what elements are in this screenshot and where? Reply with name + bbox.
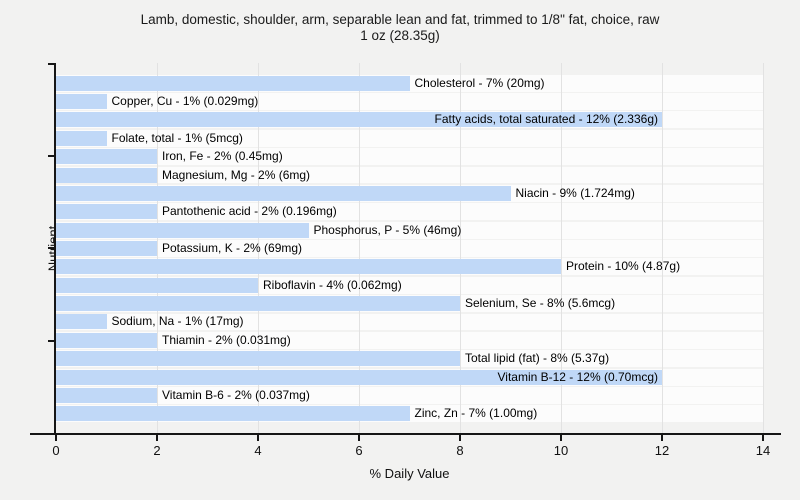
- row-band: [56, 331, 763, 349]
- x-axis-line: [30, 433, 781, 435]
- y-axis-line: [54, 63, 56, 435]
- chart-title-line2: 1 oz (28.35g): [360, 28, 440, 43]
- bar: [56, 332, 157, 348]
- bar: [56, 259, 561, 275]
- gridline: [661, 63, 663, 433]
- row-band: [56, 313, 763, 331]
- plot-area: % Daily Value 0 2 4 6 8 10 12 14 Cholesterol - 7…: [30, 63, 781, 481]
- chart-title-line1: Lamb, domestic, shoulder, arm, separable…: [140, 12, 660, 27]
- bar: [56, 406, 410, 422]
- bar: [56, 296, 460, 312]
- x-tick: [762, 435, 764, 441]
- row-band: [56, 387, 763, 404]
- bar: [56, 222, 309, 238]
- gridline: [156, 63, 158, 433]
- bar-label: Vitamin B-12 - 12% (0.70mcg): [497, 369, 658, 384]
- bar: [56, 277, 258, 293]
- bar: [56, 387, 157, 403]
- bar-label: Selenium, Se - 8% (5.6mcg): [465, 296, 616, 311]
- bar: [56, 314, 107, 330]
- bar-label: Vitamin B-6 - 2% (0.037mg): [162, 387, 310, 402]
- x-tick-label: 14: [755, 443, 771, 458]
- bar-label: Protein - 10% (4.87g): [566, 259, 681, 274]
- bar-label: Folate, total - 1% (5mcg): [111, 130, 243, 145]
- bar: [56, 130, 107, 146]
- gridline: [459, 63, 461, 433]
- bar-label: Fatty acids, total saturated - 12% (2.33…: [434, 112, 658, 127]
- gridline: [358, 63, 360, 433]
- x-tick: [257, 435, 259, 441]
- chart-title: Lamb, domestic, shoulder, arm, separable…: [0, 12, 800, 44]
- y-tick: [48, 339, 54, 342]
- bar: [56, 94, 107, 110]
- bar-label: Sodium, Na - 1% (17mg): [111, 314, 244, 329]
- x-tick: [661, 435, 663, 441]
- bar-label: Cholesterol - 7% (20mg): [414, 75, 545, 90]
- bar-label: Iron, Fe - 2% (0.45mg): [162, 149, 283, 164]
- x-tick: [55, 435, 57, 441]
- bar-label: Zinc, Zn - 7% (1.00mg): [414, 406, 538, 421]
- row-band: [56, 240, 763, 257]
- bar-label: Thiamin - 2% (0.031mg): [162, 332, 291, 347]
- x-axis-title: % Daily Value: [369, 466, 450, 481]
- x-tick-label: 2: [153, 443, 161, 458]
- row-band: [56, 166, 763, 184]
- row-band: [56, 148, 763, 166]
- row-band: [56, 129, 763, 147]
- x-tick-label: 0: [52, 443, 60, 458]
- bar-label: Magnesium, Mg - 2% (6mg): [162, 167, 311, 182]
- x-tick: [560, 435, 562, 441]
- x-tick-label: 6: [355, 443, 363, 458]
- bar-label: Pantothenic acid - 2% (0.196mg): [162, 204, 337, 219]
- x-tick: [459, 435, 461, 441]
- bar-label: Total lipid (fat) - 8% (5.37g): [465, 351, 610, 366]
- bar: [56, 75, 410, 91]
- row-band: [56, 203, 763, 221]
- bar-label: Niacin - 9% (1.724mg): [515, 185, 635, 200]
- gridline: [560, 63, 562, 433]
- bar: [56, 241, 157, 256]
- bar-label: Phosphorus, P - 5% (46mg): [313, 222, 462, 237]
- bar: [56, 149, 157, 165]
- gridline: [257, 63, 259, 433]
- x-tick-label: 10: [553, 443, 569, 458]
- bar: [56, 112, 662, 128]
- x-tick: [156, 435, 158, 441]
- bar: [56, 351, 460, 367]
- bar: [56, 167, 157, 183]
- gridline: [762, 63, 764, 433]
- bar: [56, 185, 511, 201]
- bar-label: Copper, Cu - 1% (0.029mg): [111, 94, 259, 109]
- y-tick: [48, 154, 54, 157]
- bar-label: Riboflavin - 4% (0.062mg): [263, 277, 402, 292]
- bar: [56, 369, 662, 385]
- x-tick-label: 12: [654, 443, 670, 458]
- y-tick: [48, 63, 54, 65]
- x-tick: [358, 435, 360, 441]
- bar-label: Potassium, K - 2% (69mg): [162, 241, 303, 255]
- row-band: [56, 93, 763, 110]
- y-tick: [48, 247, 54, 249]
- bar: [56, 204, 157, 220]
- x-tick-label: 4: [254, 443, 262, 458]
- x-tick-label: 8: [456, 443, 464, 458]
